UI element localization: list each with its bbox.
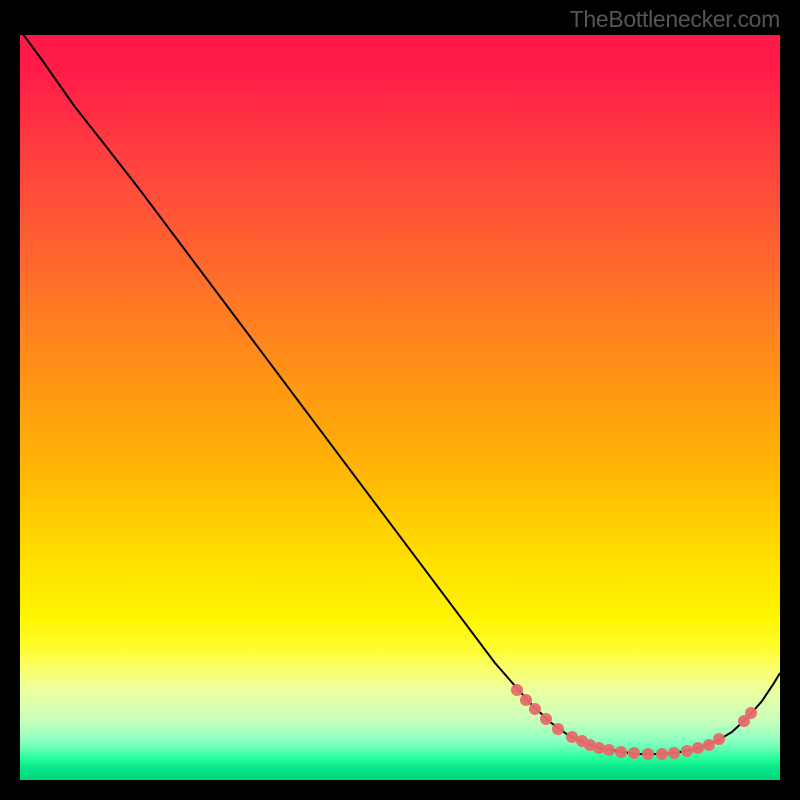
line-overlay xyxy=(20,35,780,780)
data-dot xyxy=(529,703,541,715)
data-dot xyxy=(703,739,715,751)
plot-area xyxy=(20,35,780,780)
data-dot xyxy=(745,707,757,719)
data-dot xyxy=(681,745,693,757)
data-dot xyxy=(713,733,725,745)
chart-container: TheBottlenecker.com xyxy=(0,0,800,800)
data-dots xyxy=(511,684,757,760)
data-dot xyxy=(668,747,680,759)
data-dot xyxy=(520,694,532,706)
data-dot xyxy=(642,748,654,760)
data-dot xyxy=(603,744,615,756)
data-dot xyxy=(540,713,552,725)
watermark: TheBottlenecker.com xyxy=(570,6,780,33)
data-dot xyxy=(615,746,627,758)
data-dot xyxy=(593,742,605,754)
data-dot xyxy=(552,723,564,735)
data-dot xyxy=(511,684,523,696)
data-dot xyxy=(656,748,668,760)
bottleneck-curve xyxy=(20,35,780,754)
data-dot xyxy=(692,742,704,754)
data-dot xyxy=(628,747,640,759)
